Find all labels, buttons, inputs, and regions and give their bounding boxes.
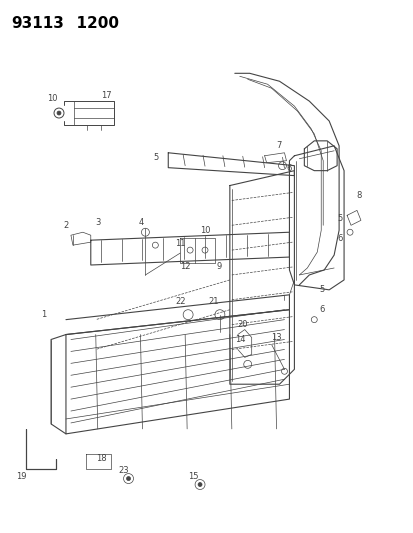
Text: 93113: 93113 bbox=[11, 16, 64, 31]
Text: 10: 10 bbox=[199, 226, 210, 235]
Text: 17: 17 bbox=[100, 91, 111, 100]
Text: 22: 22 bbox=[175, 297, 185, 306]
Text: 6: 6 bbox=[286, 164, 291, 173]
Text: 5: 5 bbox=[318, 285, 324, 294]
Text: 5: 5 bbox=[336, 214, 342, 223]
Text: 12: 12 bbox=[180, 262, 190, 271]
Text: 15: 15 bbox=[188, 472, 198, 481]
Text: 20: 20 bbox=[237, 320, 248, 329]
Text: 21: 21 bbox=[207, 297, 218, 306]
Circle shape bbox=[197, 482, 202, 487]
Text: 3: 3 bbox=[95, 218, 101, 227]
Text: 13: 13 bbox=[271, 333, 282, 342]
Circle shape bbox=[126, 477, 130, 481]
Text: 5: 5 bbox=[153, 153, 158, 162]
Text: 4: 4 bbox=[138, 218, 143, 227]
Text: 1200: 1200 bbox=[66, 16, 119, 31]
Text: 11: 11 bbox=[175, 239, 185, 248]
Text: 8: 8 bbox=[355, 191, 361, 200]
Text: 6: 6 bbox=[318, 305, 324, 314]
Text: 18: 18 bbox=[95, 454, 106, 463]
Text: 14: 14 bbox=[234, 335, 245, 344]
Text: 9: 9 bbox=[216, 262, 222, 271]
Text: 1: 1 bbox=[41, 310, 46, 319]
Text: 2: 2 bbox=[63, 221, 68, 230]
Circle shape bbox=[57, 111, 61, 115]
Text: 23: 23 bbox=[118, 466, 129, 475]
Text: 6: 6 bbox=[336, 233, 342, 243]
Text: 10: 10 bbox=[47, 94, 57, 103]
Text: 7: 7 bbox=[276, 141, 281, 150]
Text: 19: 19 bbox=[16, 472, 27, 481]
